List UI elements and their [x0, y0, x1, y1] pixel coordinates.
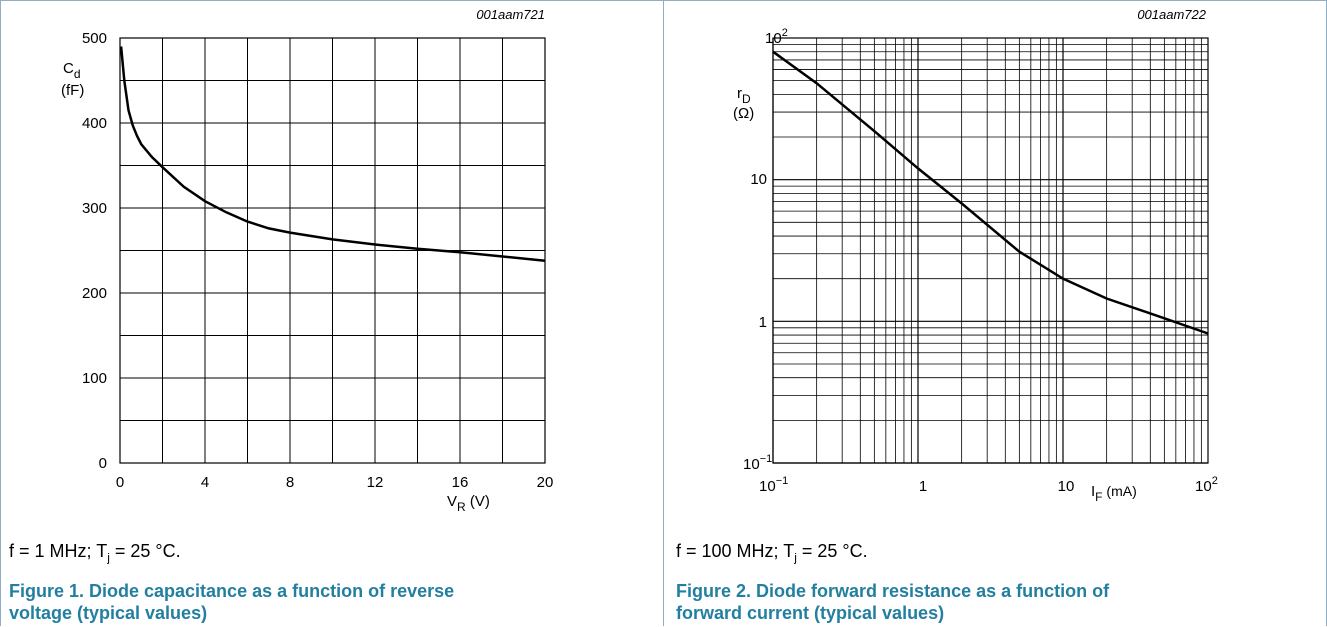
chart2-x-axis-label: IF (mA)	[1091, 483, 1137, 504]
chart2-ytick-top: 102	[765, 27, 788, 47]
chart1-figure-code: 001aam721	[476, 7, 545, 22]
chart2-conditions: f = 100 MHz; Tj = 25 °C.	[676, 541, 868, 565]
chart1-x-tick-label: 4	[201, 474, 209, 491]
chart1-y-tick-label: 400	[82, 115, 107, 132]
chart1-x-axis-label: VR (V)	[447, 493, 490, 514]
chart2-y-axis-unit: (Ω)	[733, 105, 754, 122]
chart1-conditions: f = 1 MHz; Tj = 25 °C.	[9, 541, 181, 565]
chart1-x-tick-label: 16	[452, 474, 469, 491]
chart1-y-tick-label: 0	[99, 455, 107, 472]
chart1-y-axis-label: Cd	[63, 60, 81, 81]
chart2-xtick-last: 102	[1195, 475, 1218, 495]
chart2-figure-code: 001aam722	[1137, 7, 1206, 22]
chart1-grid	[119, 37, 546, 464]
figure-1-caption: Figure 1. Diode capacitance as a functio…	[9, 581, 455, 623]
chart1-x-tick-label: 8	[286, 474, 294, 491]
chart1-y-tick-label: 200	[82, 285, 107, 302]
chart1-y-tick-label: 100	[82, 370, 107, 387]
chart1-y-axis-unit: (fF)	[61, 82, 84, 99]
chart1-x-tick-label: 20	[537, 474, 554, 491]
resistance-chart: 001aam722 102 10 1 10−1 10−1 1 10 102 rD…	[733, 7, 1218, 504]
resistance-curve	[772, 50, 1209, 335]
chart1-plot-frame	[119, 37, 546, 464]
capacitance-curve	[119, 46, 546, 262]
figure-2-caption: Figure 2. Diode forward resistance as a …	[676, 581, 1110, 623]
chart1-x-tick-label: 12	[367, 474, 384, 491]
chart2-y-axis-label: rD	[737, 85, 751, 106]
figure-1-panel: 0 4 8 12 16 20 0 100 200 300 400 500 001aam721 Cd (…	[0, 0, 664, 626]
chart2-ytick-bottom: 10−1	[743, 453, 772, 473]
chart1-y-tick-label: 300	[82, 200, 107, 217]
chart2-xtick-first: 10−1	[759, 475, 788, 495]
chart2-plot-frame	[772, 37, 1209, 464]
chart1-x-tick-label: 0	[116, 474, 124, 491]
chart2-grid	[772, 37, 1209, 464]
figure-2-panel: 001aam722 102 10 1 10−1 10−1 1 10 102 rD…	[663, 0, 1327, 626]
chart2-xtick-1: 1	[919, 478, 927, 495]
chart1-y-tick-label: 500	[82, 30, 107, 47]
chart2-xtick-10: 10	[1058, 478, 1075, 495]
chart2-ytick-1: 1	[759, 314, 767, 331]
chart2-ytick-10: 10	[750, 171, 767, 188]
